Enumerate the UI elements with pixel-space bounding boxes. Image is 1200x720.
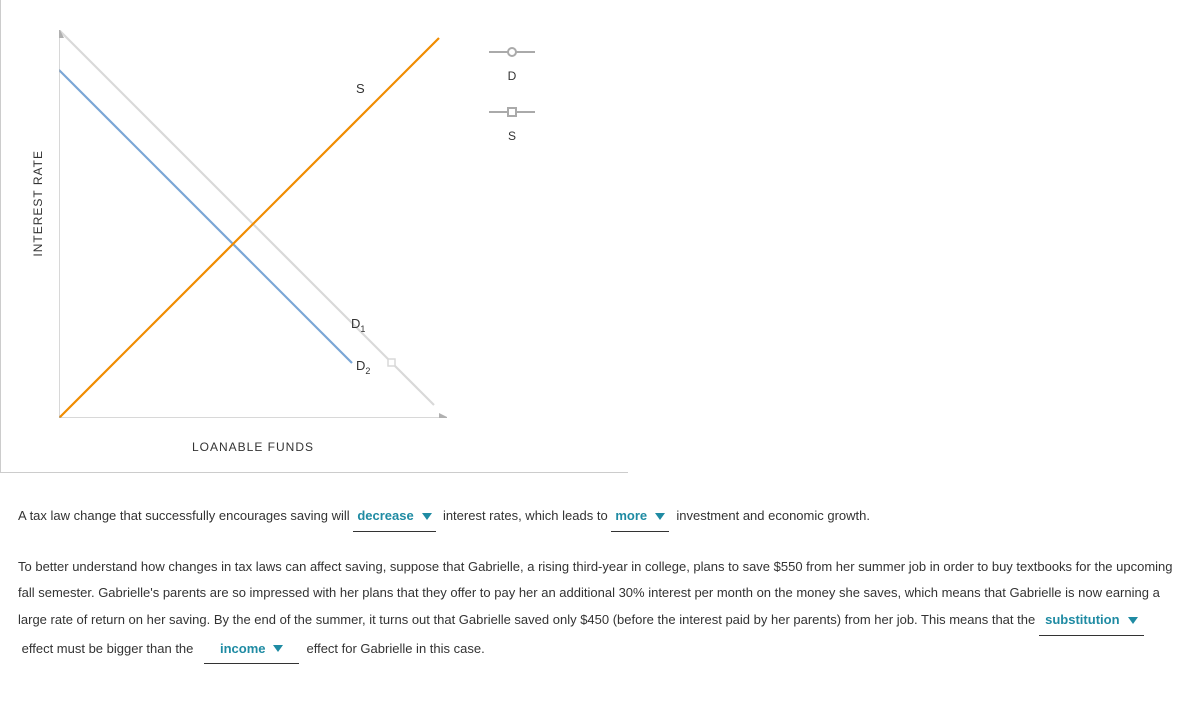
legend-label-supply: S [508,129,516,143]
caret-down-icon [655,513,665,520]
p1-text-c: investment and economic growth. [676,508,870,523]
dropdown-value: decrease [357,503,413,530]
dropdown-effect-bigger[interactable]: substitution [1039,607,1144,636]
legend-handle-demand [489,45,535,59]
caret-down-icon [273,645,283,652]
legend-handle-supply [489,105,535,119]
legend-item-supply[interactable]: S [487,105,537,143]
dropdown-value: more [615,503,647,530]
y-axis-label: INTEREST RATE [31,150,45,257]
chart-panel: INTEREST RATE S D1 D2 LOA [0,0,628,473]
caret-down-icon [422,513,432,520]
dropdown-value: income [220,636,266,663]
chart-wrap: INTEREST RATE S D1 D2 LOA [31,30,447,454]
p2-text-c: effect for Gabrielle in this case. [306,641,484,656]
dropdown-interest-direction[interactable]: decrease [353,503,435,532]
p2-text-b: effect must be bigger than the [22,641,194,656]
supply-label: S [356,81,365,96]
p2-text-a: To better understand how changes in tax … [18,559,1173,627]
square-marker-icon [507,107,517,117]
dropdown-investment-direction[interactable]: more [611,503,669,532]
circle-marker-icon [507,47,517,57]
legend-label-demand: D [508,69,517,83]
p1-text-b: interest rates, which leads to [443,508,608,523]
paragraph-2: To better understand how changes in tax … [18,554,1182,665]
x-axis-label: LOANABLE FUNDS [192,440,314,454]
paragraph-1: A tax law change that successfully encou… [18,503,1182,532]
dropdown-effect-smaller[interactable]: income [204,636,299,665]
demand2-label: D2 [356,358,370,376]
question-text: A tax law change that successfully encou… [0,503,1200,664]
demand1-label: D1 [351,316,365,334]
chart-column: S D1 D2 LOANABLE FUNDS [59,30,447,454]
p1-text-a: A tax law change that successfully encou… [18,508,350,523]
loanable-funds-chart: S D1 D2 [59,30,447,418]
legend-item-demand[interactable]: D [487,45,537,83]
caret-down-icon [1128,617,1138,624]
dropdown-value: substitution [1045,607,1119,634]
chart-legend: D S [487,45,537,165]
